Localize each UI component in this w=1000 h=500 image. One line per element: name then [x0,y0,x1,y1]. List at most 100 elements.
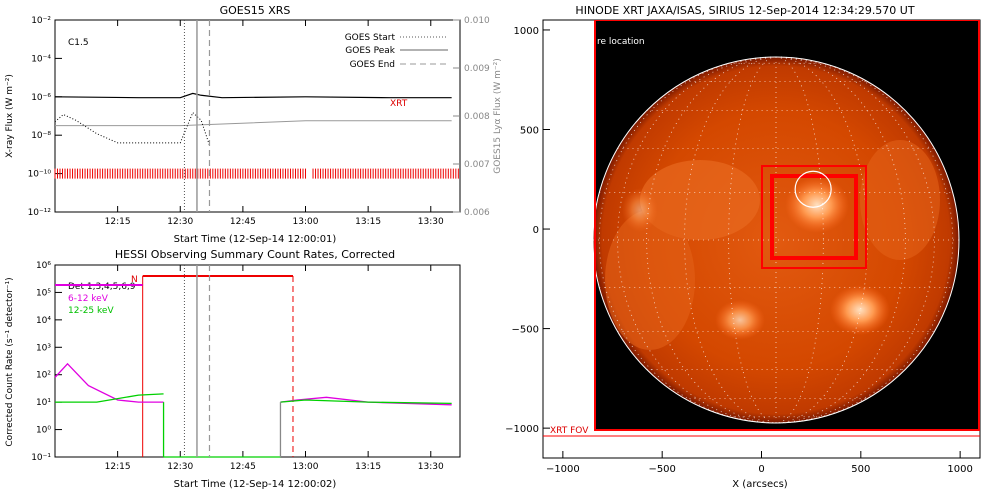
hessi-x-label: Start Time (12-Sep-14 12:00:02) [174,479,337,490]
hessi-night-label: N [131,275,138,285]
goes-panel: GOES15 XRS 10⁻² 10⁻⁴ 10⁻⁶ 10⁻⁸ 10⁻¹⁰ 10⁻¹² 0.… [5,4,503,245]
xrt-fov-label: XRT FOV [550,426,589,436]
goes-event-lines [183,20,211,212]
y-tick-label-right: 0.008 [464,112,490,122]
goes-series [54,92,452,146]
x-tick-label: 12:30 [167,462,193,472]
x-tick-label: 12:45 [230,217,256,227]
goes-xrt-exposure-rug [54,168,459,179]
longitude-line [598,56,777,424]
x-tick-label: 13:15 [355,217,381,227]
goes-legend: GOES Start GOES Peak GOES End [345,33,448,70]
y-tick-label-right: 0.009 [464,64,490,74]
y-tick-label: 10⁻⁸ [31,131,51,141]
xrt-title: HINODE XRT JAXA/ISAS, SIRIUS 12-Sep-2014… [575,4,914,17]
goes-y-label-right: GOES15 Lyα Flux (W m⁻²) [493,58,503,174]
hessi-series-1-pre-night [54,362,164,403]
x-tick-label: 12:45 [230,462,256,472]
goes-title: GOES15 XRS [220,4,291,17]
goes-class-annotation: C1.5 [68,38,89,48]
x-tick-label: 1000 [947,464,972,475]
longitude-line [775,56,954,424]
hessi-series-2-post-night [280,399,452,405]
heliographic-grid [593,56,959,424]
goes-x-label: Start Time (12-Sep-14 12:00:01) [174,234,337,245]
y-tick-label: 10³ [36,343,51,353]
disk-region [605,210,695,350]
active-region [830,285,890,335]
y-tick-label: 0 [533,225,539,236]
active-region [715,300,765,340]
y-tick-label: 10⁻¹² [28,208,52,218]
legend-goes-peak: GOES Peak [345,46,395,56]
y-tick-label: 10⁶ [36,261,51,271]
xrt-image: re location XRT FOV [550,20,980,436]
hessi-y-label: Corrected Count Rate (s⁻¹ detector⁻¹) [5,277,15,446]
hessi-series-2-pre-night [55,393,164,403]
xrt-fov-box [594,20,980,431]
y-tick-label: 10⁰ [36,426,51,436]
x-tick-label: 12:15 [105,462,131,472]
legend-12-25-kev: 12-25 keV [68,306,114,316]
y-tick-label: 10⁻² [31,16,51,26]
goes-y-axis-right: 0.010 0.009 0.008 0.007 0.006 [453,16,490,218]
hessi-panel: HESSI Observing Summary Count Rates, Cor… [5,248,461,490]
active-region [622,188,658,232]
legend-goes-end: GOES End [350,60,395,70]
hessi-night-overlay [55,275,294,457]
goes-series-line-3 [54,111,210,146]
x-tick-label: 13:30 [418,217,444,227]
hessi-plot-frame [54,264,461,458]
y-tick-label: 10⁻⁴ [31,54,51,64]
y-tick-label-right: 0.006 [464,208,490,218]
goes-plot-frame [54,19,461,213]
hessi-series [54,362,452,458]
legend-goes-start: GOES Start [345,33,396,43]
hessi-series-1-post-night [280,396,452,406]
y-tick-label: 10⁻¹ [31,453,51,463]
x-tick-label: 13:00 [293,217,319,227]
x-tick-label: 13:00 [293,462,319,472]
x-tick-label: 0 [758,464,764,475]
x-tick-label: −1000 [546,464,580,475]
y-tick-label: 10⁵ [36,288,51,298]
y-tick-label: 500 [520,126,539,137]
disk-region [860,140,940,260]
y-tick-label: 10⁴ [36,316,51,326]
goes-y-axis: 10⁻² 10⁻⁴ 10⁻⁶ 10⁻⁸ 10⁻¹⁰ 10⁻¹² [28,16,62,218]
flare-location-label: re location [597,37,645,47]
x-tick-label: 500 [851,464,870,475]
xrt-subfield-box-outer [761,165,867,269]
xrt-x-label: X (arcsecs) [732,479,788,490]
goes-series-line-1 [54,92,452,99]
hessi-y-axis: 10⁶ 10⁵ 10⁴ 10³ 10² 10¹ 10⁰ 10⁻¹ [31,261,62,463]
y-tick-label: 10¹ [36,398,51,408]
goes-y-label: X-ray Flux (W m⁻²) [5,74,15,158]
xrt-marker-label: XRT [390,99,408,109]
y-tick-label: 1000 [514,26,539,37]
y-tick-label-right: 0.007 [464,160,490,170]
y-tick-label: 10⁻¹⁰ [28,170,52,180]
y-tick-label: −500 [512,325,539,336]
xrt-panel: HINODE XRT JAXA/ISAS, SIRIUS 12-Sep-2014… [505,4,981,490]
y-tick-label: −1000 [505,424,539,435]
y-tick-label: 10² [36,371,51,381]
x-tick-label: 12:30 [167,217,193,227]
x-tick-label: 13:15 [355,462,381,472]
xrt-x-axis: −1000 −500 0 500 1000 [546,451,973,475]
xrt-subfield-box-inner [770,174,858,260]
hessi-x-axis: 12:15 12:30 12:45 13:00 13:15 13:30 [105,265,444,472]
goes-x-axis: 12:15 12:30 12:45 13:00 13:15 13:30 [105,20,444,227]
legend-6-12-kev: 6-12 keV [68,294,109,304]
solar-limb [592,56,960,424]
y-tick-label: 10⁻⁶ [31,93,51,103]
hessi-title: HESSI Observing Summary Count Rates, Cor… [115,248,395,261]
flare-location-circle [794,170,832,208]
x-tick-label: 12:15 [105,217,131,227]
y-tick-label-right: 0.010 [464,16,490,26]
goes-series-line-2 [55,120,452,127]
hessi-event-lines [183,265,211,457]
legend-detectors: Det 1,3,4,5,6,9 [68,282,136,292]
x-tick-label: −500 [648,464,675,475]
